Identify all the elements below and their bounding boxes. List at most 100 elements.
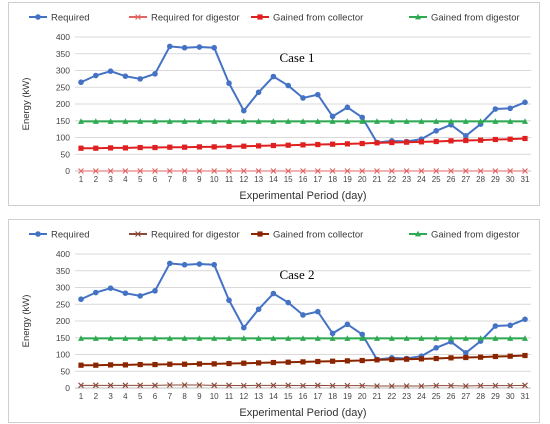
x-tick-label: 29 (491, 175, 500, 184)
data-point (478, 354, 484, 360)
data-point (93, 145, 99, 151)
data-point (359, 335, 366, 341)
data-point (78, 118, 84, 124)
data-point (78, 382, 84, 389)
x-tick-label: 8 (182, 392, 187, 401)
data-point (107, 168, 114, 174)
x-tick-label: 18 (328, 392, 337, 401)
data-point (477, 382, 484, 389)
data-point (196, 144, 202, 150)
x-tick-label: 24 (417, 175, 426, 184)
x-tick-label: 19 (343, 175, 352, 184)
data-point (108, 362, 114, 368)
y-tick-label: 250 (56, 299, 70, 309)
data-point (122, 168, 129, 174)
x-tick-label: 22 (387, 175, 396, 184)
y-tick-label: 400 (56, 249, 70, 259)
data-point (93, 289, 99, 296)
data-point (300, 95, 306, 101)
legend-marker (257, 14, 263, 20)
x-tick-label: 16 (299, 175, 308, 184)
y-tick-label: 150 (56, 333, 70, 343)
data-point (167, 260, 173, 267)
data-point (182, 361, 188, 367)
series-required-for-digestor (78, 382, 528, 389)
data-point (256, 360, 262, 366)
legend-entry: Gained from digestor (409, 13, 520, 24)
data-point (122, 290, 129, 296)
data-point (477, 118, 484, 124)
data-point (240, 168, 247, 174)
data-point (522, 335, 528, 341)
data-point (344, 335, 351, 341)
data-point (462, 383, 469, 389)
data-point (255, 118, 262, 124)
data-point (93, 362, 99, 368)
data-point (374, 357, 380, 363)
series-gained-from-digestor (78, 335, 528, 341)
data-point (285, 299, 292, 306)
data-point (255, 168, 262, 174)
data-point (329, 113, 336, 120)
data-point (418, 168, 425, 174)
data-point (330, 358, 336, 364)
data-point (255, 89, 262, 96)
data-point (388, 168, 395, 174)
data-point (285, 382, 292, 389)
data-point (152, 71, 158, 77)
data-point (507, 353, 513, 359)
data-point (285, 118, 292, 124)
x-tick-label: 23 (402, 392, 411, 401)
x-tick-label: 21 (373, 175, 382, 184)
data-point (196, 361, 202, 367)
data-point (196, 335, 203, 341)
data-point (359, 140, 365, 147)
data-point (315, 308, 321, 315)
data-point (522, 168, 528, 174)
data-point (78, 145, 84, 151)
data-point (285, 359, 291, 365)
data-point (181, 44, 188, 51)
data-point (403, 383, 410, 389)
data-point (122, 335, 129, 341)
data-point (137, 335, 144, 341)
data-point (477, 335, 484, 341)
data-point (300, 359, 306, 365)
data-point (315, 141, 321, 148)
data-point (152, 382, 158, 389)
data-point (92, 118, 99, 124)
y-tick-label: 350 (56, 49, 70, 59)
data-point (122, 118, 129, 124)
data-point (403, 168, 410, 174)
data-point (492, 168, 499, 174)
data-point (211, 382, 218, 389)
data-point (137, 76, 143, 82)
data-point (478, 137, 484, 143)
y-tick-label: 300 (56, 66, 70, 76)
data-point (122, 73, 129, 79)
x-tick-label: 26 (447, 175, 456, 184)
x-tick-label: 24 (417, 392, 426, 401)
data-point (388, 383, 395, 389)
data-point (418, 335, 425, 341)
data-point (196, 168, 203, 174)
legend-label: Gained from collector (273, 230, 363, 241)
data-point (166, 118, 173, 124)
data-point (477, 168, 484, 174)
x-tick-label: 17 (313, 392, 322, 401)
data-point (196, 261, 203, 267)
data-point (255, 306, 262, 313)
data-point (255, 335, 262, 341)
data-point (314, 168, 321, 174)
data-point (240, 118, 247, 124)
data-point (152, 168, 158, 174)
data-point (181, 335, 188, 341)
data-point (418, 383, 425, 389)
data-point (270, 118, 277, 124)
data-point (241, 143, 247, 149)
chart-title: Case 1 (279, 50, 314, 65)
data-point (448, 355, 454, 361)
data-point (300, 118, 306, 124)
data-point (388, 118, 395, 124)
